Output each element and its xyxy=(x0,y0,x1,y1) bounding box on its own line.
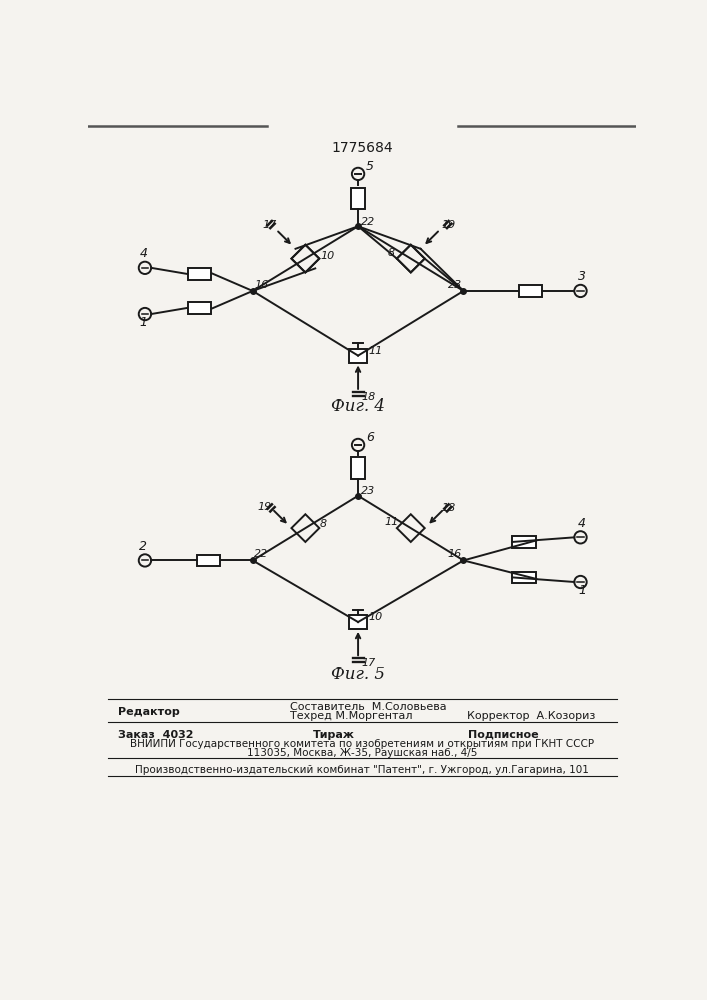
Bar xyxy=(351,457,365,479)
Text: 5: 5 xyxy=(366,160,374,173)
Text: 6: 6 xyxy=(366,431,374,444)
Text: 16: 16 xyxy=(448,549,462,559)
Text: 11: 11 xyxy=(385,517,399,527)
Text: Производственно-издательский комбинат "Патент", г. Ужгород, ул.Гагарина, 101: Производственно-издательский комбинат "П… xyxy=(135,765,589,775)
Text: 8: 8 xyxy=(387,248,395,258)
Text: 11: 11 xyxy=(369,346,383,356)
Bar xyxy=(187,302,211,314)
Text: Фuг. 5: Фuг. 5 xyxy=(331,666,385,683)
Text: 10: 10 xyxy=(369,612,383,622)
Text: 23: 23 xyxy=(448,280,462,290)
Text: Корректор  А.Козориз: Корректор А.Козориз xyxy=(467,711,595,721)
Text: 3: 3 xyxy=(578,270,586,283)
Bar xyxy=(197,555,220,566)
Text: Тираж: Тираж xyxy=(313,730,355,740)
Text: 19: 19 xyxy=(442,220,456,230)
Bar xyxy=(349,349,368,363)
Text: 2: 2 xyxy=(139,540,147,553)
Bar xyxy=(518,285,542,297)
Text: 18: 18 xyxy=(361,392,375,402)
Text: Техред М.Моргентал: Техред М.Моргентал xyxy=(290,711,412,721)
Text: 23: 23 xyxy=(361,486,375,496)
Bar xyxy=(513,572,535,583)
Text: 22: 22 xyxy=(361,217,375,227)
Text: Составитель  М.Соловьева: Составитель М.Соловьева xyxy=(290,702,447,712)
Text: 1775684: 1775684 xyxy=(331,141,393,155)
Text: Заказ  4032: Заказ 4032 xyxy=(118,730,193,740)
Text: 113035, Москва, Ж-35, Раушская наб., 4/5: 113035, Москва, Ж-35, Раушская наб., 4/5 xyxy=(247,748,477,758)
Text: 22: 22 xyxy=(255,549,269,559)
Bar xyxy=(349,615,368,629)
Text: 19: 19 xyxy=(257,502,271,512)
Text: Фuг. 4: Фuг. 4 xyxy=(331,398,385,415)
Text: 17: 17 xyxy=(361,658,375,668)
Text: 18: 18 xyxy=(442,503,456,513)
Text: 16: 16 xyxy=(255,280,269,290)
Bar xyxy=(187,268,211,280)
Text: 8: 8 xyxy=(320,519,327,529)
Text: 1: 1 xyxy=(139,316,147,329)
Text: Подписное: Подписное xyxy=(468,730,539,740)
Text: Редактор: Редактор xyxy=(118,707,180,717)
Text: 1: 1 xyxy=(578,584,586,597)
Bar xyxy=(351,188,365,209)
Text: 4: 4 xyxy=(139,247,147,260)
Text: 4: 4 xyxy=(578,517,586,530)
Text: ВНИИПИ Государственного комитета по изобретениям и открытиям при ГКНТ СССР: ВНИИПИ Государственного комитета по изоб… xyxy=(130,739,594,749)
Bar xyxy=(513,536,535,548)
Text: 17: 17 xyxy=(262,220,276,230)
Text: 10: 10 xyxy=(320,251,334,261)
